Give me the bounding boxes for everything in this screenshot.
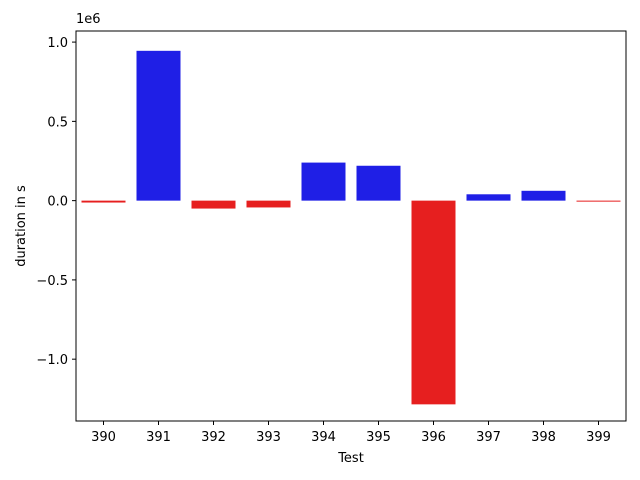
x-tick-label-398: 398 xyxy=(531,430,556,445)
y-tick-label: −1.0 xyxy=(36,353,68,368)
bar-390 xyxy=(81,200,126,203)
x-tick-label-393: 393 xyxy=(256,430,281,445)
bar-391 xyxy=(136,50,181,201)
x-tick-label-390: 390 xyxy=(91,430,116,445)
x-axis-ticks: 390 391 392 393 394 395 396 397 398 399 xyxy=(91,421,611,445)
bars-group xyxy=(81,50,621,405)
y-tick-label: 0.0 xyxy=(47,195,68,210)
y-axis-label: duration in s xyxy=(14,185,29,267)
plot-frame xyxy=(75,30,627,422)
bar-394 xyxy=(301,162,346,201)
bar-395 xyxy=(356,165,401,201)
bar-393 xyxy=(246,200,291,208)
bar-392 xyxy=(191,200,236,209)
y-axis-ticks: −1.0 −0.5 0.0 0.5 1.0 xyxy=(36,36,76,368)
bar-397 xyxy=(466,194,511,201)
y-tick-label: 0.5 xyxy=(47,115,68,130)
x-axis-label: Test xyxy=(337,451,364,466)
x-tick-label-395: 395 xyxy=(366,430,391,445)
bar-398 xyxy=(521,190,566,201)
x-tick-label-397: 397 xyxy=(476,430,501,445)
x-tick-label-394: 394 xyxy=(311,430,336,445)
x-tick-label-396: 396 xyxy=(421,430,446,445)
x-tick-label-392: 392 xyxy=(201,430,226,445)
y-tick-label: 1.0 xyxy=(47,36,68,51)
x-tick-label-399: 399 xyxy=(586,430,611,445)
y-offset-label: 1e6 xyxy=(76,12,101,27)
bar-399 xyxy=(576,200,621,202)
bar-396 xyxy=(411,200,456,405)
x-tick-label-391: 391 xyxy=(146,430,171,445)
y-tick-label: −0.5 xyxy=(36,274,68,289)
